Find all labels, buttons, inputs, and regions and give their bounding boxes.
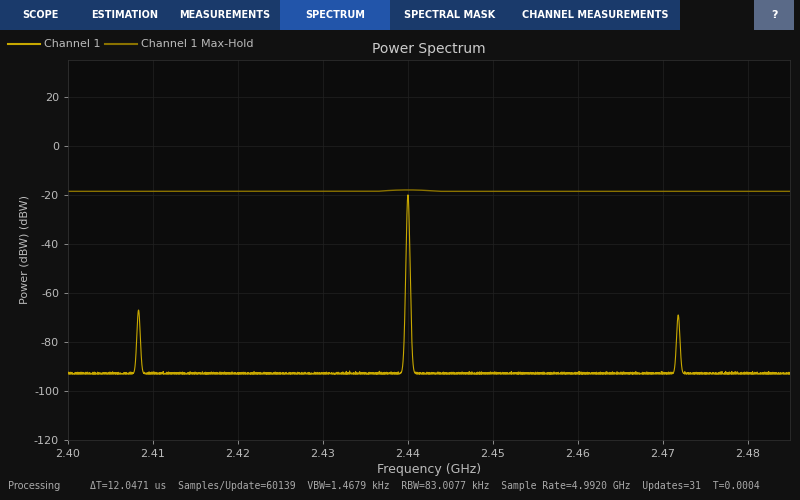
Bar — [510, 0, 680, 30]
Text: SPECTRUM: SPECTRUM — [305, 10, 365, 20]
Text: SCOPE: SCOPE — [22, 10, 58, 20]
Y-axis label: Power (dBW) (dBW): Power (dBW) (dBW) — [20, 196, 30, 304]
Text: SPECTRAL MASK: SPECTRAL MASK — [404, 10, 496, 20]
Text: Channel 1: Channel 1 — [44, 39, 101, 49]
Text: Processing: Processing — [8, 481, 60, 491]
X-axis label: Frequency (GHz): Frequency (GHz) — [377, 463, 482, 476]
Text: CHANNEL MEASUREMENTS: CHANNEL MEASUREMENTS — [522, 10, 668, 20]
FancyBboxPatch shape — [754, 0, 794, 58]
Text: ESTIMATION: ESTIMATION — [91, 10, 158, 20]
Title: Power Spectrum: Power Spectrum — [372, 42, 486, 56]
Bar — [0, 0, 80, 30]
Text: MEASUREMENTS: MEASUREMENTS — [179, 10, 270, 20]
Text: Channel 1 Max-Hold: Channel 1 Max-Hold — [141, 39, 254, 49]
Bar — [280, 0, 390, 30]
Bar — [390, 0, 510, 30]
Bar — [80, 0, 170, 30]
Bar — [170, 0, 280, 30]
Text: ?: ? — [770, 10, 778, 20]
Text: ΔT=12.0471 us  Samples/Update=60139  VBW=1.4679 kHz  RBW=83.0077 kHz  Sample Rat: ΔT=12.0471 us Samples/Update=60139 VBW=1… — [90, 481, 760, 491]
